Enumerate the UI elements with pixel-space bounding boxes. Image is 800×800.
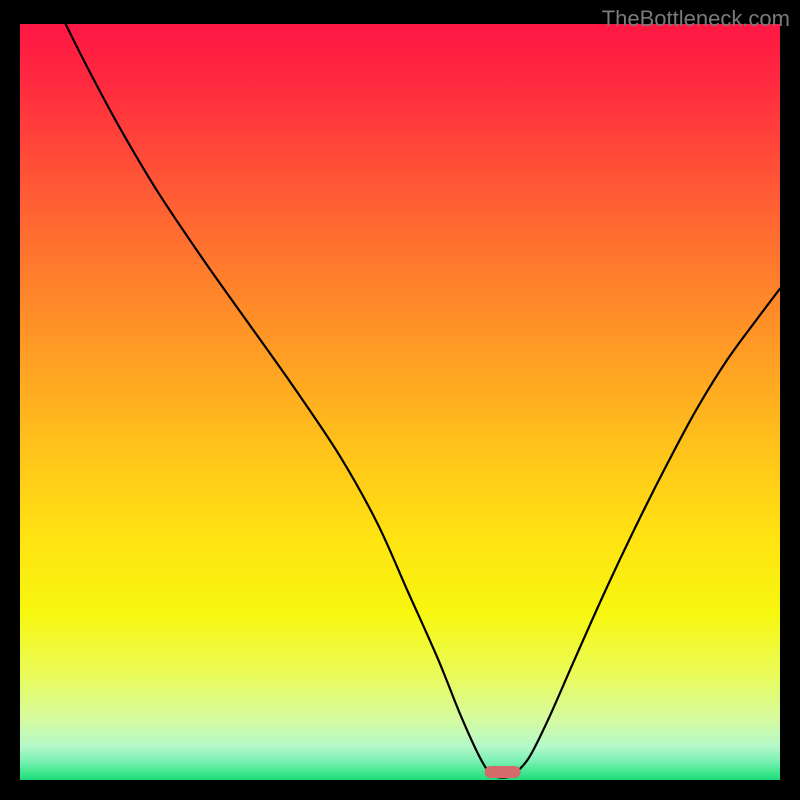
bottleneck-chart: TheBottleneck.com bbox=[0, 0, 800, 800]
chart-canvas bbox=[0, 0, 800, 800]
